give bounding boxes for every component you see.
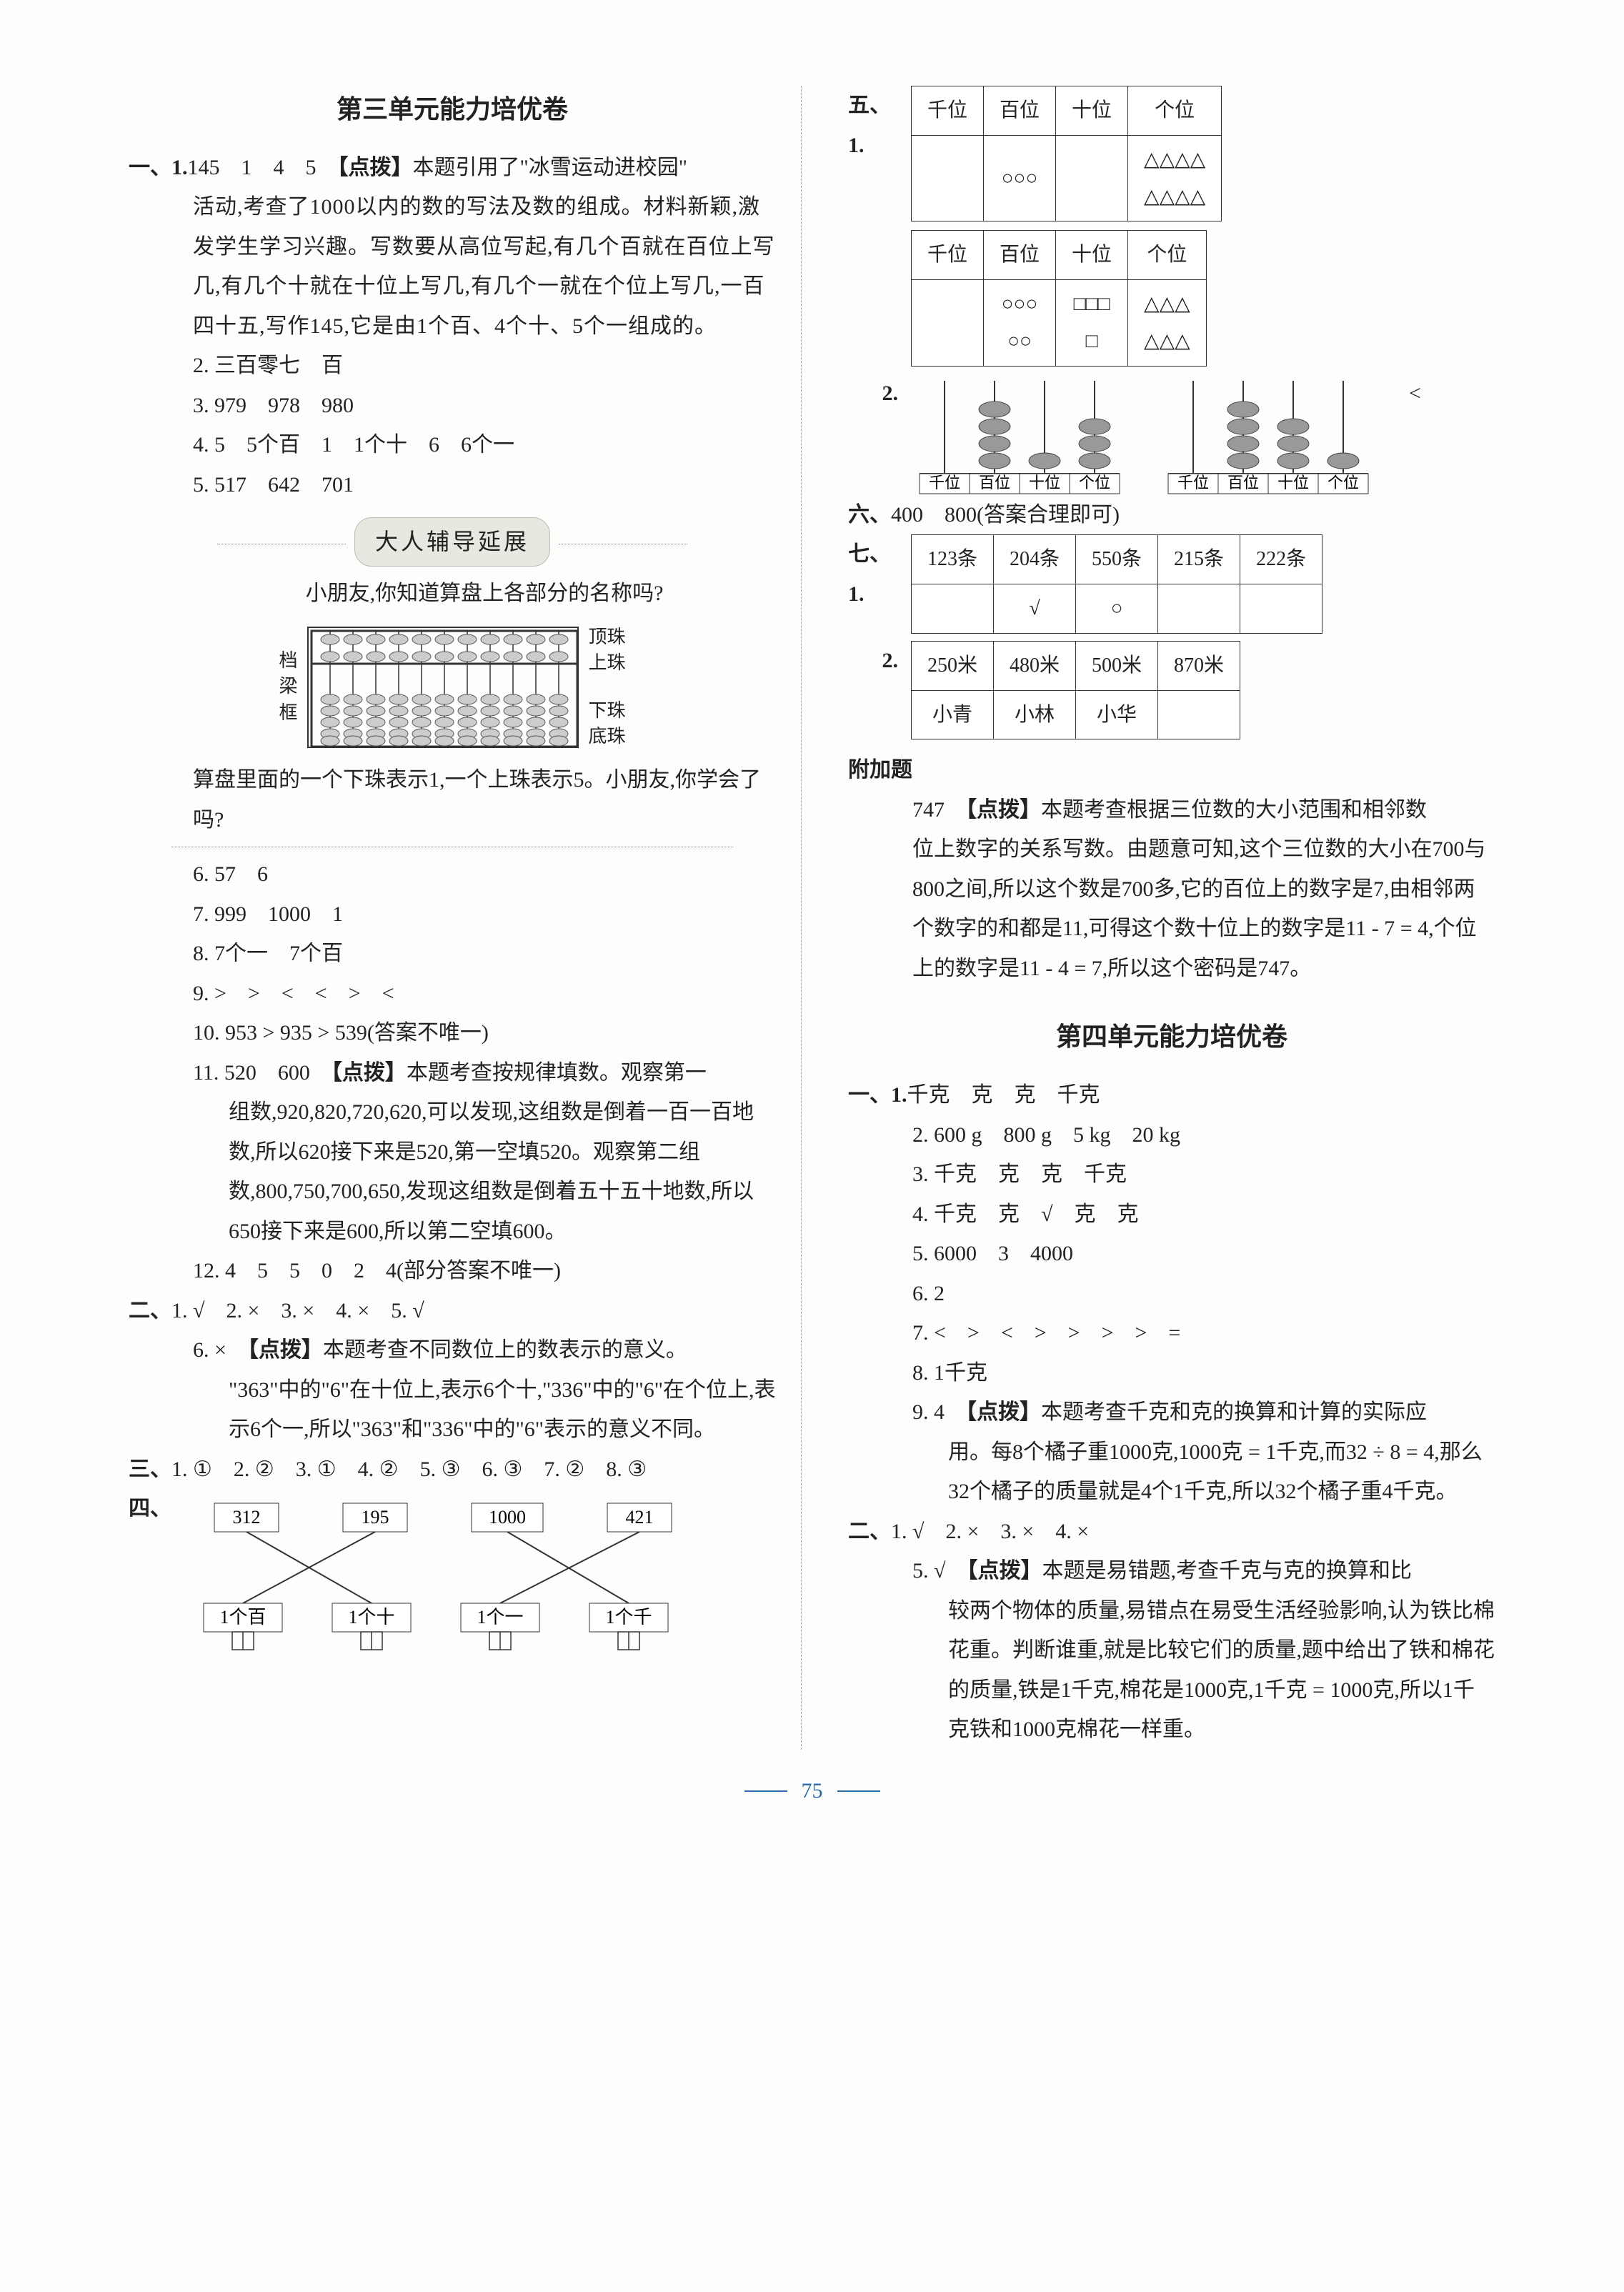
u4-q9-rest: 用。每8个橘子重1000克,1000克 = 1千克,而32 ÷ 8 = 4,那么… — [848, 1432, 1495, 1512]
svg-text:1个十: 1个十 — [348, 1607, 394, 1628]
sec2-q6-rest: "363"中的"6"在十位上,表示6个十,"336"中的"6"在个位上,表示6个… — [129, 1370, 776, 1450]
q4: 4. 5 5个百 1 1个十 6 6个一 — [129, 425, 776, 465]
svg-text:个位: 个位 — [1079, 474, 1110, 492]
u4-sec1: 一、1.千克 克 克 千克 2. 600 g 800 g 5 kg 20 kg … — [848, 1075, 1495, 1512]
u4-s2-q5-rest: 较两个物体的质量,易错点在易受生活经验影响,认为铁比棉花重。判断谁重,就是比较它… — [848, 1591, 1495, 1750]
svg-text:十位: 十位 — [1029, 474, 1060, 492]
page-number: 75 — [129, 1771, 1495, 1811]
q5: 5. 517 642 701 — [129, 465, 776, 505]
q10: 10. 953 > 935 > 539(答案不唯一) — [129, 1013, 776, 1053]
q11-hint-rest: 组数,920,820,720,620,可以发现,这组数是倒着一百一百地数,所以6… — [129, 1092, 776, 1251]
sec7-table1: 123条204条550条215条222条 √○ — [911, 534, 1322, 634]
unit4-title: 第四单元能力培优卷 — [848, 1013, 1495, 1061]
abacus-label-dang: 档 — [279, 648, 297, 674]
sec7-block: 七、1. 123条204条550条215条222条 √○ — [848, 534, 1495, 634]
bonus-rest: 位上数字的关系写数。由题意可知,这个三位数的大小在700与800之间,所以这个数… — [848, 829, 1495, 988]
right-column: 五、1. 千位百位十位个位 ○○○△△△△△△△△ 千位百位十位个位 ○○○○○… — [837, 86, 1495, 1750]
q8: 8. 7个一 7个百 — [129, 934, 776, 974]
q6: 6. 57 6 — [129, 854, 776, 895]
svg-text:1个千: 1个千 — [605, 1607, 652, 1628]
sec6-block: 六、400 800(答案合理即可) — [848, 495, 1495, 535]
sec2-q6: 6. × 【点拨】本题考查不同数位上的数表示的意义。 — [129, 1330, 776, 1370]
sec4-block: 四、 312 195 1000 421 1个百 1个十 1个一 1个千 — [129, 1489, 776, 1667]
sec5-q2: 2. 千位百位十位个位 — [848, 374, 1495, 495]
abacus-label-upper: 上珠 — [589, 650, 626, 676]
abacus-intro: 小朋友,你知道算盘上各部分的名称吗? — [129, 574, 776, 614]
abacus-label-top: 顶珠 — [589, 624, 626, 650]
svg-text:千位: 千位 — [1177, 474, 1208, 492]
q1-vals: 145 1 4 5 — [188, 156, 317, 179]
q1-hint-label: 【点拨】 — [338, 156, 413, 179]
svg-text:千位: 千位 — [929, 474, 960, 492]
matching-diagram: 312 195 1000 421 1个百 1个十 1个一 1个千 — [186, 1489, 729, 1653]
u4-sec2: 二、1. √ 2. × 3. × 4. × 5. √ 【点拨】本题是易错题,考查… — [848, 1512, 1495, 1750]
q7: 7. 999 1000 1 — [129, 895, 776, 935]
svg-text:195: 195 — [362, 1507, 389, 1528]
q2: 2. 三百零七 百 — [129, 346, 776, 386]
sec3-block: 三、1. ① 2. ② 3. ① 4. ② 5. ③ 6. ③ 7. ② 8. … — [129, 1450, 776, 1490]
svg-text:1个百: 1个百 — [219, 1607, 266, 1628]
svg-text:312: 312 — [233, 1507, 261, 1528]
abacus-diagram: 档 梁 框 — [129, 624, 776, 750]
svg-text:百位: 百位 — [979, 474, 1010, 492]
abacus-label-lower: 下珠 — [589, 698, 626, 724]
sec5-table2: 千位百位十位个位 ○○○○○□□□□△△△△△△ — [911, 230, 1207, 366]
q9: 9. > > < < > < — [129, 974, 776, 1014]
q12: 12. 4 5 5 0 2 4(部分答案不唯一) — [129, 1251, 776, 1291]
q11-line: 11. 520 600 【点拨】本题考查按规律填数。观察第一 — [129, 1053, 776, 1093]
svg-text:1000: 1000 — [489, 1507, 526, 1528]
svg-text:1个一: 1个一 — [477, 1607, 523, 1628]
q1-hint-part: 本题引用了"冰雪运动进校园" — [413, 156, 688, 179]
bonus-content: 747 【点拨】本题考查根据三位数的大小范围和相邻数 — [848, 790, 1495, 830]
sec7-table2: 250米480米500米870米 小青小林小华 — [911, 641, 1240, 740]
q1-hint-rest: 活动,考查了1000以内的数的写法及数的组成。材料新颖,激发学生学习兴趣。写数要… — [129, 187, 776, 346]
sec5-table1: 千位百位十位个位 ○○○△△△△△△△△ — [911, 86, 1222, 221]
abacus-note: 算盘里面的一个下珠表示1,一个上珠表示5。小朋友,你学会了吗? — [129, 760, 776, 839]
sec1-block: 一、1.145 1 4 5 【点拨】本题引用了"冰雪运动进校园" 活动,考查了1… — [129, 148, 776, 505]
abacus-small-1: 千位 百位 十位 个位 — [905, 374, 1148, 495]
abacus-small-2: 千位 百位 十位 个位 — [1154, 374, 1397, 495]
svg-text:百位: 百位 — [1227, 474, 1258, 492]
abacus-label-bottom: 底珠 — [589, 724, 626, 749]
abacus-svg — [307, 627, 579, 748]
svg-text:十位: 十位 — [1277, 474, 1308, 492]
left-column: 第三单元能力培优卷 一、1.145 1 4 5 【点拨】本题引用了"冰雪运动进校… — [129, 86, 802, 1750]
page-container: 第三单元能力培优卷 一、1.145 1 4 5 【点拨】本题引用了"冰雪运动进校… — [129, 86, 1495, 1750]
unit3-title: 第三单元能力培优卷 — [129, 86, 776, 134]
q3: 3. 979 978 980 — [129, 386, 776, 426]
tutoring-banner: 大人辅导延展 — [129, 517, 776, 567]
sec5-block: 五、1. 千位百位十位个位 ○○○△△△△△△△△ 千位百位十位个位 ○○○○○… — [848, 86, 1495, 367]
bonus-block: 附加题 747 【点拨】本题考查根据三位数的大小范围和相邻数 位上数字的关系写数… — [848, 750, 1495, 988]
sec2-block: 二、1. √ 2. × 3. × 4. × 5. √ 6. × 【点拨】本题考查… — [129, 1291, 776, 1450]
sec7-q2: 2. 250米480米500米870米 小青小林小华 — [848, 641, 1495, 740]
svg-text:421: 421 — [626, 1507, 654, 1528]
u4-s2-q5: 5. √ 【点拨】本题是易错题,考查千克与克的换算和比 — [848, 1551, 1495, 1591]
abacus-label-kuang: 框 — [279, 700, 297, 726]
compare-sign: < — [1409, 374, 1421, 414]
abacus-label-liang: 梁 — [279, 674, 297, 699]
u4-q9: 9. 4 【点拨】本题考查千克和克的换算和计算的实际应 — [848, 1392, 1495, 1432]
bonus-title: 附加题 — [848, 750, 1495, 790]
svg-text:个位: 个位 — [1327, 474, 1358, 492]
sec1-label: 一、1. — [129, 156, 188, 179]
